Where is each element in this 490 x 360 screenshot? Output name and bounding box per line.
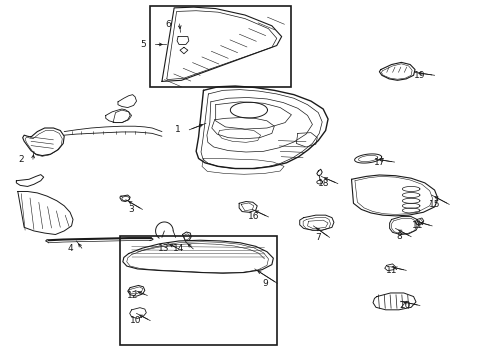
Bar [121,235,277,345]
Text: 12: 12 [127,291,139,300]
Text: 17: 17 [374,158,386,167]
Text: 10: 10 [130,316,142,325]
Text: 11: 11 [412,221,423,230]
Text: 7: 7 [315,233,321,242]
Text: 2: 2 [19,155,24,164]
Text: 20: 20 [400,301,411,310]
Text: 5: 5 [141,40,147,49]
Text: 8: 8 [396,232,402,241]
Text: 18: 18 [318,179,329,188]
Text: 19: 19 [414,71,426,80]
Text: 14: 14 [173,244,184,253]
Bar [150,6,292,87]
Text: 4: 4 [68,244,73,253]
Text: 16: 16 [248,212,260,221]
Text: 1: 1 [175,125,180,134]
Text: 11: 11 [386,266,397,275]
Text: 3: 3 [128,205,134,214]
Text: 6: 6 [165,19,171,28]
Text: 9: 9 [263,279,269,288]
Text: 15: 15 [429,200,441,209]
Text: 13: 13 [158,244,170,253]
